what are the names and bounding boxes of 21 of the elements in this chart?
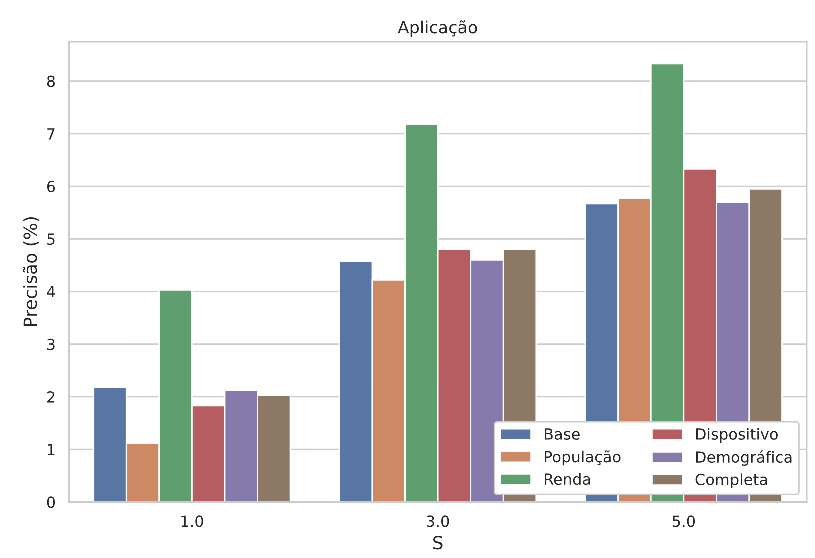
y-tick-label: 5 bbox=[48, 234, 55, 246]
y-tick-label: 0 bbox=[47, 496, 56, 508]
legend-label: Completa bbox=[696, 474, 768, 488]
x-tick-label: 5.0 bbox=[672, 516, 696, 528]
x-tick-label: 3.0 bbox=[427, 516, 450, 528]
legend-label: Base bbox=[545, 428, 580, 440]
y-tick-label: 2 bbox=[47, 391, 55, 403]
y-tick-label: 3 bbox=[48, 338, 55, 350]
legend-label: Demográfica bbox=[696, 450, 792, 466]
y-tick-label: 7 bbox=[48, 128, 55, 140]
y-tick-label: 6 bbox=[47, 180, 56, 193]
y-tick-label: 1 bbox=[48, 444, 55, 456]
x-tick-label: 1.0 bbox=[182, 516, 204, 528]
y-axis-title: Precisão (%) bbox=[23, 218, 40, 326]
chart-title: Aplicação bbox=[398, 20, 478, 37]
y-tick-label: 4 bbox=[47, 286, 56, 298]
legend-label: Renda bbox=[545, 473, 590, 486]
legend-label: Dispositivo bbox=[696, 428, 778, 443]
legend-label: População bbox=[545, 450, 621, 466]
x-axis-title: S bbox=[434, 536, 443, 550]
y-tick-label: 8 bbox=[47, 76, 56, 88]
